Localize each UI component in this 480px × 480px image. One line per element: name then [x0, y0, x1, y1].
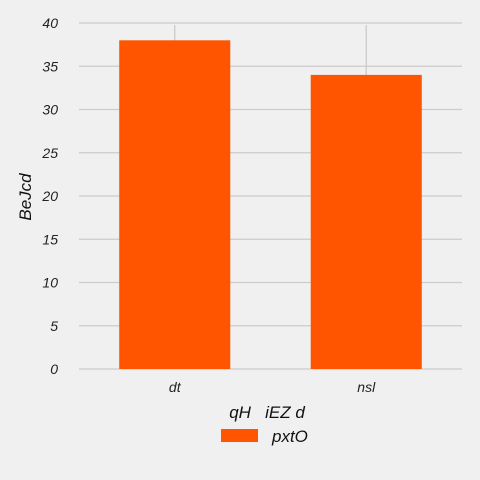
- y-tick-label: 40: [42, 15, 58, 31]
- y-tick-label: 10: [42, 275, 58, 291]
- legend-label: pxtO: [271, 427, 308, 446]
- y-tick-label: 5: [50, 318, 58, 334]
- y-axis-ticks: 0 5 10 15 20 25 30 35 40: [41, 15, 58, 377]
- legend-swatch: [221, 429, 258, 442]
- x-axis-label: qH iEZ d: [229, 403, 305, 422]
- x-axis-ticks: dt nsl: [169, 379, 376, 395]
- bar-nsl: [311, 75, 422, 369]
- bar-dt: [119, 40, 230, 369]
- bars: [119, 40, 422, 369]
- y-axis-label: BeJcd: [16, 173, 35, 221]
- y-tick-label: 0: [50, 361, 58, 377]
- y-tick-label: 30: [42, 102, 58, 118]
- y-tick-label: 15: [42, 231, 58, 247]
- x-tick-label: nsl: [357, 379, 376, 395]
- x-tick-label: dt: [169, 379, 182, 395]
- legend: pxtO: [221, 427, 308, 446]
- y-tick-label: 25: [41, 145, 58, 161]
- y-tick-label: 35: [42, 58, 58, 74]
- y-tick-label: 20: [41, 188, 58, 204]
